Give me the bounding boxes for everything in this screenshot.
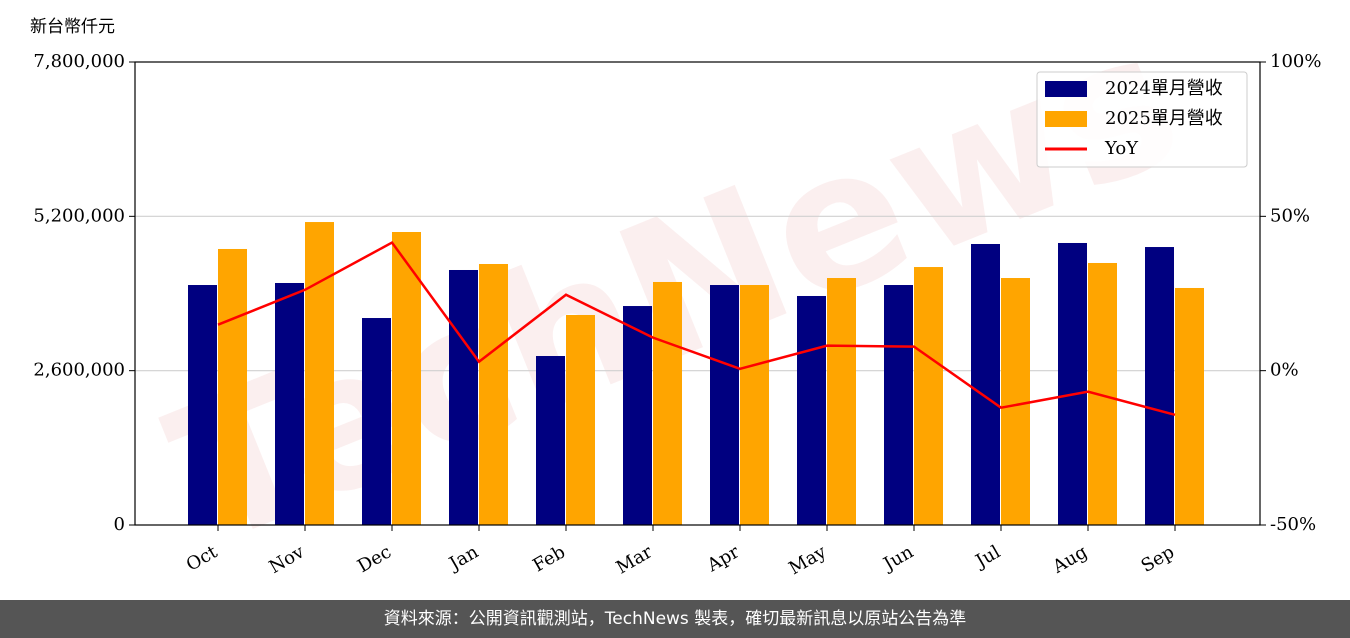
y-tick-label: 2,600,000 <box>33 360 125 381</box>
legend-swatch <box>1045 81 1087 97</box>
legend-box <box>1036 71 1248 168</box>
x-tick-label: May <box>785 541 830 579</box>
bar <box>1001 278 1030 525</box>
bar <box>188 285 217 525</box>
legend-swatch <box>1045 111 1087 127</box>
bar <box>1145 247 1174 526</box>
bar <box>1175 287 1204 525</box>
y-tick-label: 7,800,000 <box>33 51 125 72</box>
x-tick-label: Feb <box>529 541 569 576</box>
x-tick-label: Jul <box>970 541 1004 573</box>
bar <box>797 295 826 525</box>
bar <box>218 248 247 525</box>
bar <box>827 278 856 525</box>
legend-label: 2024單月營收 <box>1105 78 1223 99</box>
bar <box>710 285 739 525</box>
legend-label: 2025單月營收 <box>1105 108 1223 129</box>
bar <box>971 243 1000 525</box>
bar <box>392 232 421 526</box>
y-tick-label: 5,200,000 <box>33 205 125 226</box>
bar <box>740 285 769 525</box>
y2-tick-label: 100% <box>1270 51 1321 72</box>
x-tick-label: Dec <box>354 541 395 577</box>
bar <box>566 314 595 525</box>
bar <box>275 282 304 525</box>
plot-frame <box>134 61 1261 526</box>
y2-tick-label: 0% <box>1270 360 1299 381</box>
y-tick-label: 0 <box>114 514 125 535</box>
bar <box>623 306 652 525</box>
bar <box>1058 242 1087 525</box>
y-axis-label: 新台幣仟元 <box>30 17 115 37</box>
x-tick-label: Sep <box>1138 541 1178 576</box>
x-tick-label: Aug <box>1048 541 1091 578</box>
bar <box>653 281 682 525</box>
bar <box>914 267 943 525</box>
line <box>217 240 1176 417</box>
legend-label: YoY <box>1104 138 1139 159</box>
footer: 資料來源：公開資訊觀測站，TechNews 製表，確切最新訊息以原站公告為準 <box>0 600 1350 638</box>
bar <box>884 285 913 525</box>
y2-tick-label: 50% <box>1270 205 1310 226</box>
chart: 新台幣仟元 TechNews02,600,0005,200,0007,800,0… <box>30 0 1321 588</box>
y2-tick-label: -50% <box>1270 514 1316 535</box>
bar <box>362 318 391 525</box>
bar <box>449 269 478 525</box>
x-tick-label: Jan <box>444 541 482 575</box>
bar <box>536 356 565 525</box>
x-tick-label: Jun <box>878 541 917 576</box>
x-tick-label: Mar <box>613 541 657 578</box>
bar <box>479 263 508 525</box>
bar <box>305 222 334 525</box>
x-tick-label: Apr <box>703 541 743 576</box>
